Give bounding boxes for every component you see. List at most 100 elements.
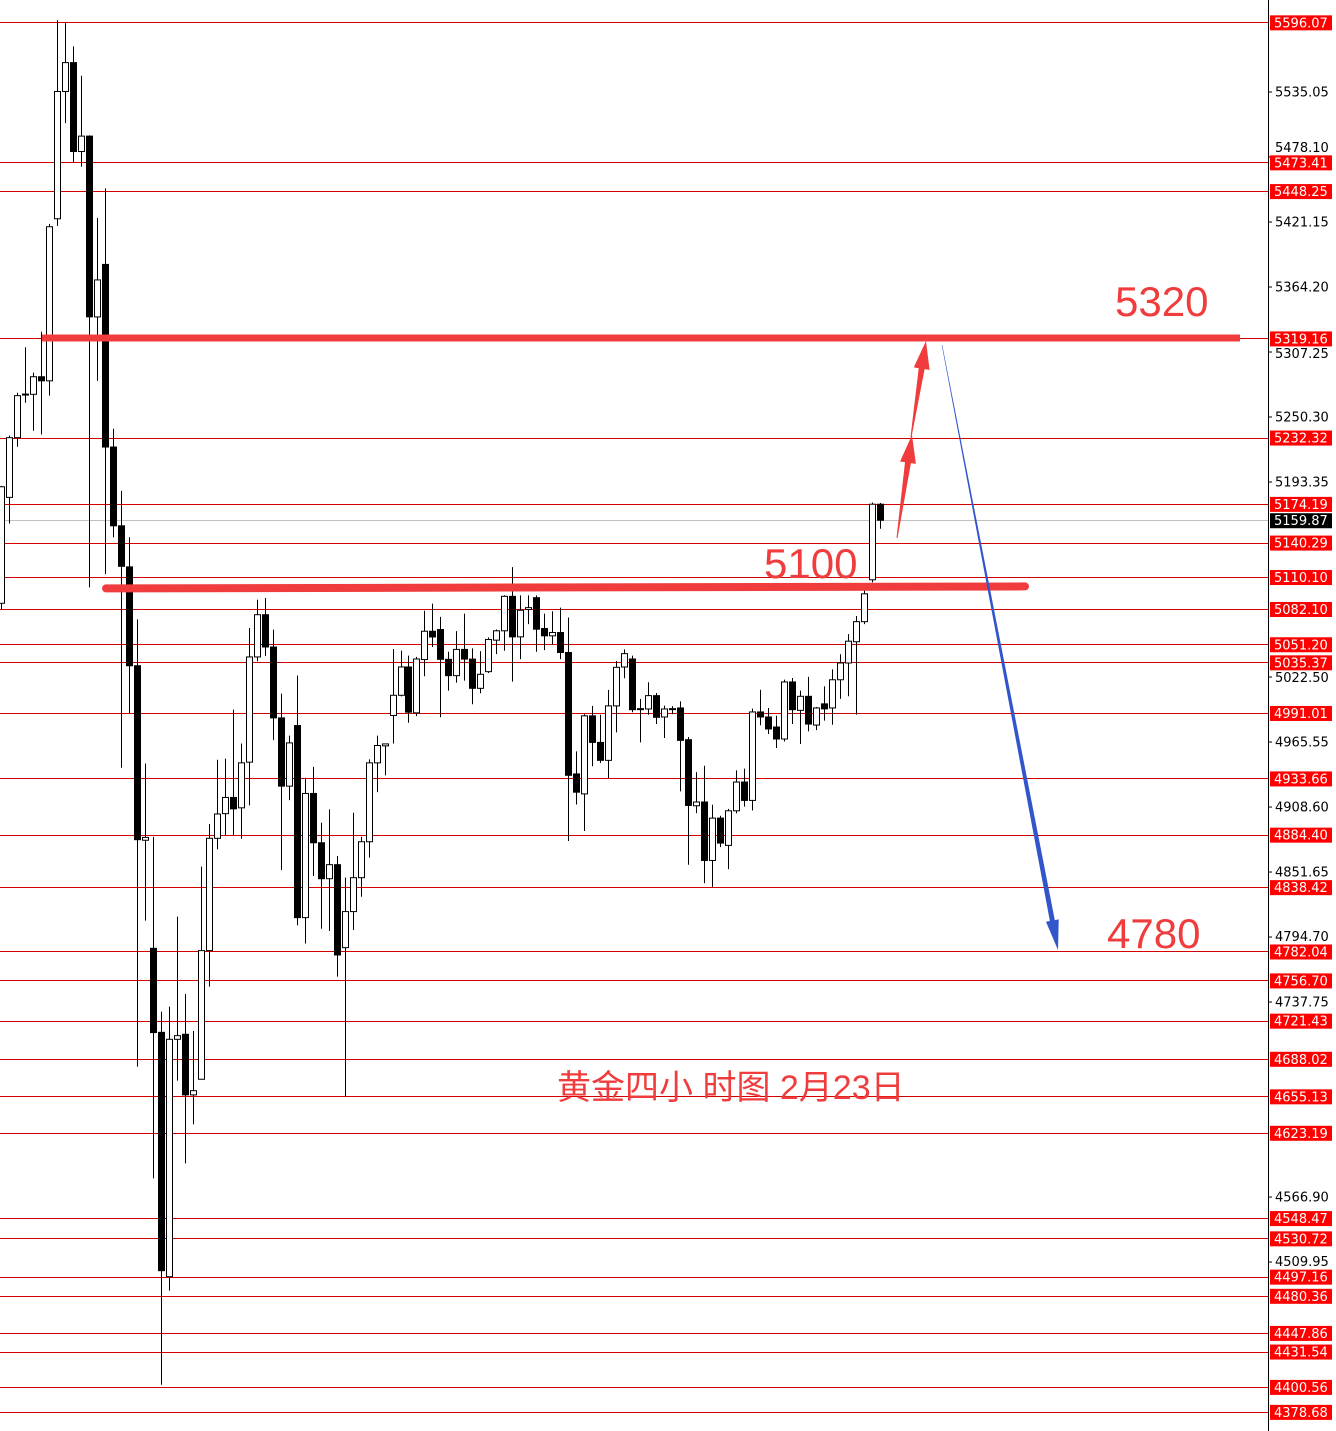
candle-up	[813, 707, 820, 726]
level-label-box	[1270, 570, 1332, 586]
candle-up	[14, 395, 21, 439]
candle-up	[238, 762, 245, 809]
axis-tick-label: 5421.15	[1275, 216, 1329, 231]
candle-down	[102, 263, 109, 448]
level-label: 4991.01	[1274, 707, 1328, 722]
level-label-box	[1270, 1125, 1332, 1141]
candle-up	[781, 681, 788, 740]
level-label: 5035.37	[1274, 656, 1328, 671]
candle-up	[94, 279, 101, 318]
level-label-box	[1270, 184, 1332, 200]
level-label: 4756.70	[1274, 974, 1328, 989]
candle-down	[821, 703, 828, 710]
candle-down	[597, 741, 604, 761]
candle-up	[22, 393, 29, 396]
candle-down	[318, 842, 325, 880]
level-label-box	[1270, 705, 1332, 721]
candle-down	[429, 630, 436, 638]
candle-down	[653, 695, 660, 718]
candle-up	[342, 911, 349, 949]
candle-up	[190, 1090, 197, 1096]
candle-up	[709, 817, 716, 861]
candle-up	[142, 836, 149, 841]
axis-tick-label: 4965.55	[1275, 736, 1329, 751]
level-label-box	[1270, 1051, 1332, 1067]
candle-down	[461, 648, 468, 660]
level-label: 4655.13	[1274, 1090, 1328, 1105]
candle-down	[685, 739, 692, 806]
level-label-box	[1270, 1211, 1332, 1227]
candles	[0, 20, 884, 1385]
candle-down	[469, 658, 476, 689]
axis-tick-label: 5535.05	[1275, 86, 1329, 101]
candle-up	[501, 595, 508, 632]
candle-down	[509, 595, 516, 638]
axis-tick-label: 4737.75	[1275, 996, 1329, 1011]
candle-down	[717, 817, 724, 844]
candle-down	[629, 658, 636, 711]
level-label: 5140.29	[1274, 537, 1328, 552]
candle-up	[286, 742, 293, 787]
candle-up	[693, 801, 700, 807]
level-label: 5448.25	[1274, 185, 1328, 200]
candle-up	[845, 640, 852, 664]
candle-up	[669, 708, 676, 711]
candle-up	[421, 630, 428, 661]
level-label-box	[1270, 655, 1332, 671]
candle-up	[30, 376, 37, 395]
level-label-box	[1270, 1013, 1332, 1029]
candle-down	[182, 1033, 189, 1096]
candle-up	[725, 810, 732, 846]
key-level-5100-line	[102, 582, 1029, 593]
candle-up	[398, 666, 405, 696]
candle-down	[773, 726, 780, 740]
candle-up	[214, 813, 221, 839]
candle-up	[453, 648, 460, 677]
candle-up	[390, 694, 397, 716]
candle-up	[366, 762, 373, 843]
candle-up	[78, 135, 85, 153]
candle-down	[805, 695, 812, 725]
candle-down	[118, 525, 125, 567]
candle-down	[765, 716, 772, 730]
level-label-box	[1270, 1231, 1332, 1247]
level-label-box	[1270, 1089, 1332, 1105]
candle-up	[661, 708, 668, 718]
candle-up	[837, 662, 844, 681]
candle-down	[334, 864, 341, 956]
level-label-box	[1270, 973, 1332, 989]
level-label-box	[1270, 944, 1332, 960]
candle-up	[613, 666, 620, 707]
level-label-box	[1270, 15, 1332, 31]
candle-down	[86, 135, 93, 318]
axis-tick-label: 5478.10	[1275, 141, 1329, 156]
candle-up	[581, 715, 588, 795]
axis-tick-label: 5307.25	[1275, 347, 1329, 362]
axis-tick-label: 4566.90	[1275, 1191, 1329, 1206]
candle-up	[413, 658, 420, 714]
level-label: 5596.07	[1274, 16, 1328, 31]
level-label-box	[1270, 1325, 1332, 1341]
candle-down	[565, 651, 572, 776]
candle-up	[382, 743, 389, 747]
candle-down	[589, 715, 596, 743]
candle-down	[310, 792, 317, 844]
level-label: 4838.42	[1274, 881, 1328, 896]
candle-up	[206, 837, 213, 952]
bearish-arrow	[941, 344, 1059, 951]
level-label: 4933.66	[1274, 772, 1328, 787]
candle-up	[861, 593, 868, 623]
level-label-box	[1270, 1404, 1332, 1420]
candle-up	[0, 486, 5, 604]
candle-up	[358, 841, 365, 879]
current-price-label: 5159.87	[1274, 514, 1328, 529]
candle-down	[573, 773, 580, 793]
level-label-box	[1270, 331, 1332, 347]
level-label: 4497.16	[1274, 1271, 1328, 1286]
level-label-box	[1270, 496, 1332, 512]
level-label-box	[1270, 1379, 1332, 1395]
candle-up	[222, 796, 229, 815]
level-label: 5319.16	[1274, 332, 1328, 347]
support-label-5100: 5100	[764, 540, 858, 587]
